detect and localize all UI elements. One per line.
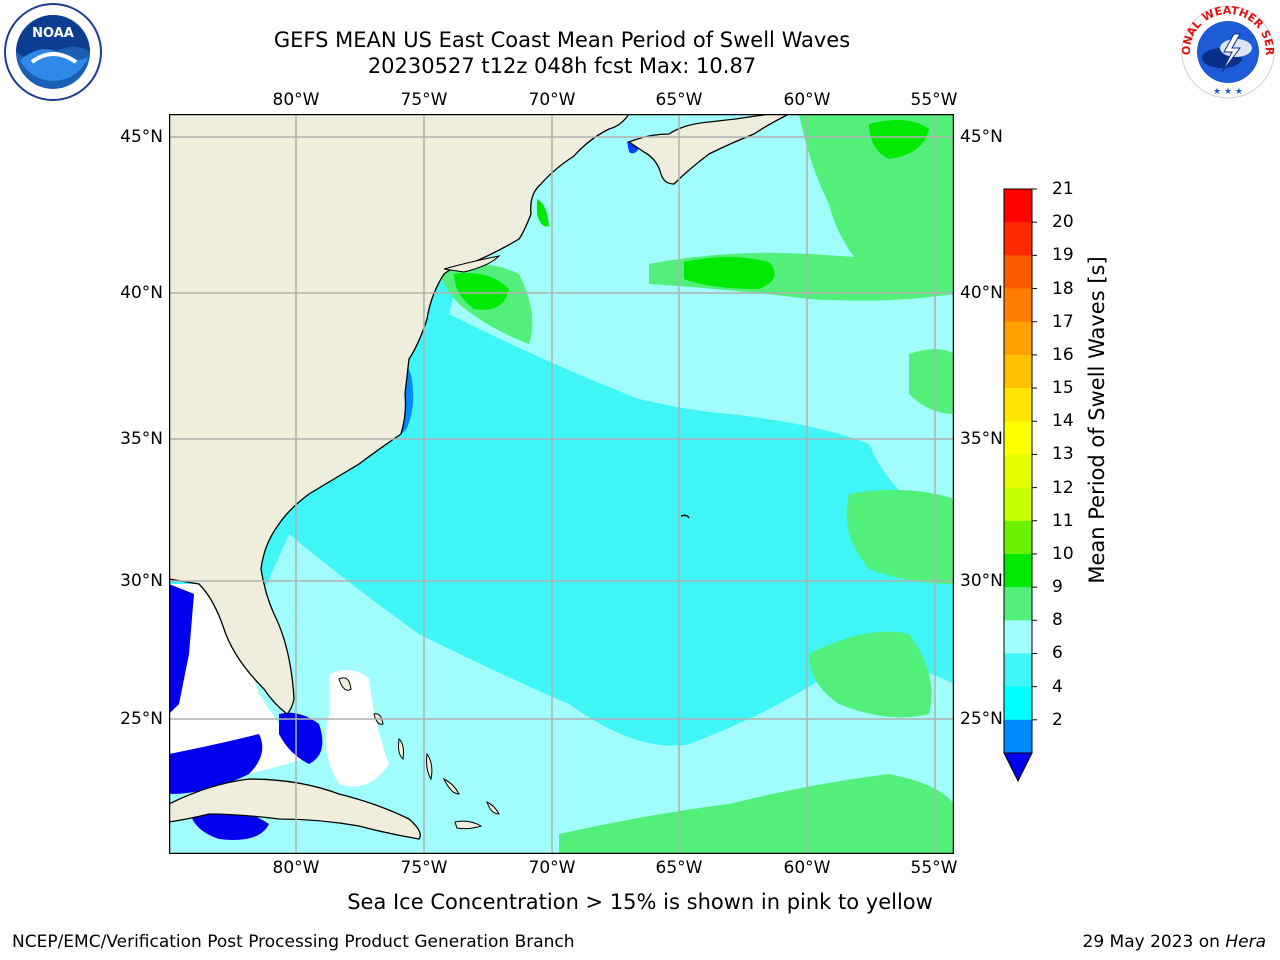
noaa-logo: NOAA bbox=[4, 3, 102, 101]
lon-label-top: 60°W bbox=[783, 90, 831, 110]
colorbar-segment bbox=[1004, 653, 1032, 688]
land-nova-scotia bbox=[627, 114, 790, 185]
lon-label-bottom: 60°W bbox=[783, 858, 831, 878]
colorbar-tick-label: 17 bbox=[1052, 311, 1074, 332]
lon-label-top: 70°W bbox=[528, 90, 576, 110]
colorbar-tick-label: 15 bbox=[1052, 378, 1074, 399]
region-period-9-10-east-edge bbox=[909, 349, 954, 414]
land-cuba bbox=[169, 778, 421, 840]
lon-label-bottom: 55°W bbox=[910, 858, 958, 878]
lat-label-right: 45°N bbox=[960, 127, 1003, 147]
sea-ice-note-text: Sea Ice Concentration > 15% is shown in … bbox=[347, 890, 933, 914]
colorbar-tick-label: 18 bbox=[1052, 278, 1074, 299]
region-period-10-11-cape-cod bbox=[537, 199, 549, 227]
region-no-swell-gulf bbox=[169, 584, 319, 794]
region-no-swell-bahamas bbox=[325, 670, 389, 787]
region-period-2-4-gulf-coast bbox=[169, 734, 263, 794]
land-long-island bbox=[443, 255, 501, 273]
colorbar-segment bbox=[1004, 288, 1032, 323]
footer-machine: Hera bbox=[1225, 932, 1266, 952]
colorbar-segment bbox=[1004, 719, 1032, 754]
lon-label-top: 80°W bbox=[272, 90, 320, 110]
lat-label-right: 35°N bbox=[960, 429, 1003, 449]
region-period-9-10-northeast bbox=[799, 114, 954, 279]
land-bermuda bbox=[680, 514, 690, 519]
colorbar-segment bbox=[1004, 321, 1032, 356]
land-bahamas bbox=[338, 677, 500, 815]
colorbar-tick-label: 8 bbox=[1052, 610, 1063, 631]
colorbar-tick-label: 9 bbox=[1052, 577, 1063, 598]
colorbar-segment bbox=[1004, 487, 1032, 522]
colorbar-segment bbox=[1004, 354, 1032, 389]
noaa-logo-text: NOAA bbox=[32, 26, 74, 41]
footer-date: 29 May 2023 on Hera bbox=[1083, 932, 1267, 952]
colorbar bbox=[1003, 188, 1037, 783]
lon-label-top: 55°W bbox=[910, 90, 958, 110]
lat-label-right: 30°N bbox=[960, 571, 1003, 591]
sea-ice-note: Sea Ice Concentration > 15% is shown in … bbox=[0, 890, 1280, 914]
colorbar-segment bbox=[1004, 553, 1032, 588]
colorbar-tick-label: 12 bbox=[1052, 477, 1074, 498]
region-period-9-10-south bbox=[559, 774, 954, 854]
lon-label-bottom: 75°W bbox=[400, 858, 448, 878]
colorbar-segment bbox=[1004, 222, 1032, 256]
colorbar-segment bbox=[1004, 686, 1032, 721]
footer-credit: NCEP/EMC/Verification Post Processing Pr… bbox=[12, 932, 575, 952]
colorbar-tick-label: 19 bbox=[1052, 245, 1074, 266]
map-gridlines bbox=[169, 114, 954, 854]
colorbar-tick-label: 2 bbox=[1052, 709, 1063, 730]
svg-text:★ ★ ★: ★ ★ ★ bbox=[1213, 87, 1243, 97]
region-period-2-4-florida-straits bbox=[279, 712, 323, 764]
footer-date-text: 29 May 2023 on bbox=[1082, 932, 1226, 952]
swell-period-map bbox=[169, 114, 954, 854]
region-period-10-11-mid-atlantic bbox=[454, 273, 509, 310]
lon-label-bottom: 65°W bbox=[655, 858, 703, 878]
lat-label-left: 40°N bbox=[120, 283, 163, 303]
colorbar-segment bbox=[1004, 520, 1032, 555]
colorbar-segment bbox=[1004, 255, 1032, 290]
lat-label-left: 45°N bbox=[120, 127, 163, 147]
lon-label-top: 75°W bbox=[400, 90, 448, 110]
colorbar-tick-label: 16 bbox=[1052, 344, 1074, 365]
region-period-8-9-north bbox=[449, 114, 954, 534]
colorbar-tick-label: 14 bbox=[1052, 411, 1074, 432]
colorbar-segment bbox=[1004, 587, 1032, 621]
nws-logo: NATIONAL WEATHER SERVICE ★ ★ ★ bbox=[1178, 2, 1276, 99]
colorbar-segment bbox=[1004, 454, 1032, 489]
colorbar-tick-label: 11 bbox=[1052, 510, 1074, 531]
colorbar-segment bbox=[1004, 388, 1032, 422]
lon-label-top: 65°W bbox=[655, 90, 703, 110]
colorbar-tick-label: 13 bbox=[1052, 444, 1074, 465]
lat-label-left: 25°N bbox=[120, 709, 163, 729]
colorbar-tick-label: 10 bbox=[1052, 543, 1074, 564]
lat-label-left: 35°N bbox=[120, 429, 163, 449]
map-frame bbox=[169, 114, 954, 854]
colorbar-tick-label: 4 bbox=[1052, 676, 1063, 697]
colorbar-tick-label: 21 bbox=[1052, 179, 1074, 199]
chart-title: GEFS MEAN US East Coast Mean Period of S… bbox=[273, 28, 851, 52]
colorbar-segment bbox=[1004, 421, 1032, 455]
region-period-10-11-northeast bbox=[869, 120, 929, 159]
colorbar-tick-label: 20 bbox=[1052, 212, 1074, 233]
chart-subtitle: 20230527 t12z 048h fcst Max: 10.87 bbox=[367, 54, 757, 78]
colorbar-segment bbox=[1004, 620, 1032, 654]
region-period-9-10-east bbox=[846, 490, 954, 584]
land-us-east-coast bbox=[169, 114, 630, 715]
region-period-9-10-southeast bbox=[809, 631, 932, 718]
lon-label-bottom: 80°W bbox=[272, 858, 320, 878]
lat-label-right: 40°N bbox=[960, 283, 1003, 303]
lon-label-bottom: 70°W bbox=[528, 858, 576, 878]
region-period-6-8-south-patch bbox=[419, 574, 517, 634]
lat-label-left: 30°N bbox=[120, 571, 163, 591]
colorbar-tick-label: 6 bbox=[1052, 643, 1063, 664]
region-period-6-8-core bbox=[449, 314, 954, 724]
region-period-10-11-gulf-stream bbox=[684, 257, 775, 289]
colorbar-frame bbox=[1003, 188, 1033, 754]
lat-label-right: 25°N bbox=[960, 709, 1003, 729]
region-period-2-4-gulf bbox=[169, 584, 194, 714]
colorbar-segment bbox=[1004, 189, 1032, 223]
colorbar-extend-triangle bbox=[1003, 752, 1033, 783]
land-hispaniola bbox=[454, 820, 483, 830]
colorbar-title: Mean Period of Swell Waves [s] bbox=[1085, 256, 1109, 584]
